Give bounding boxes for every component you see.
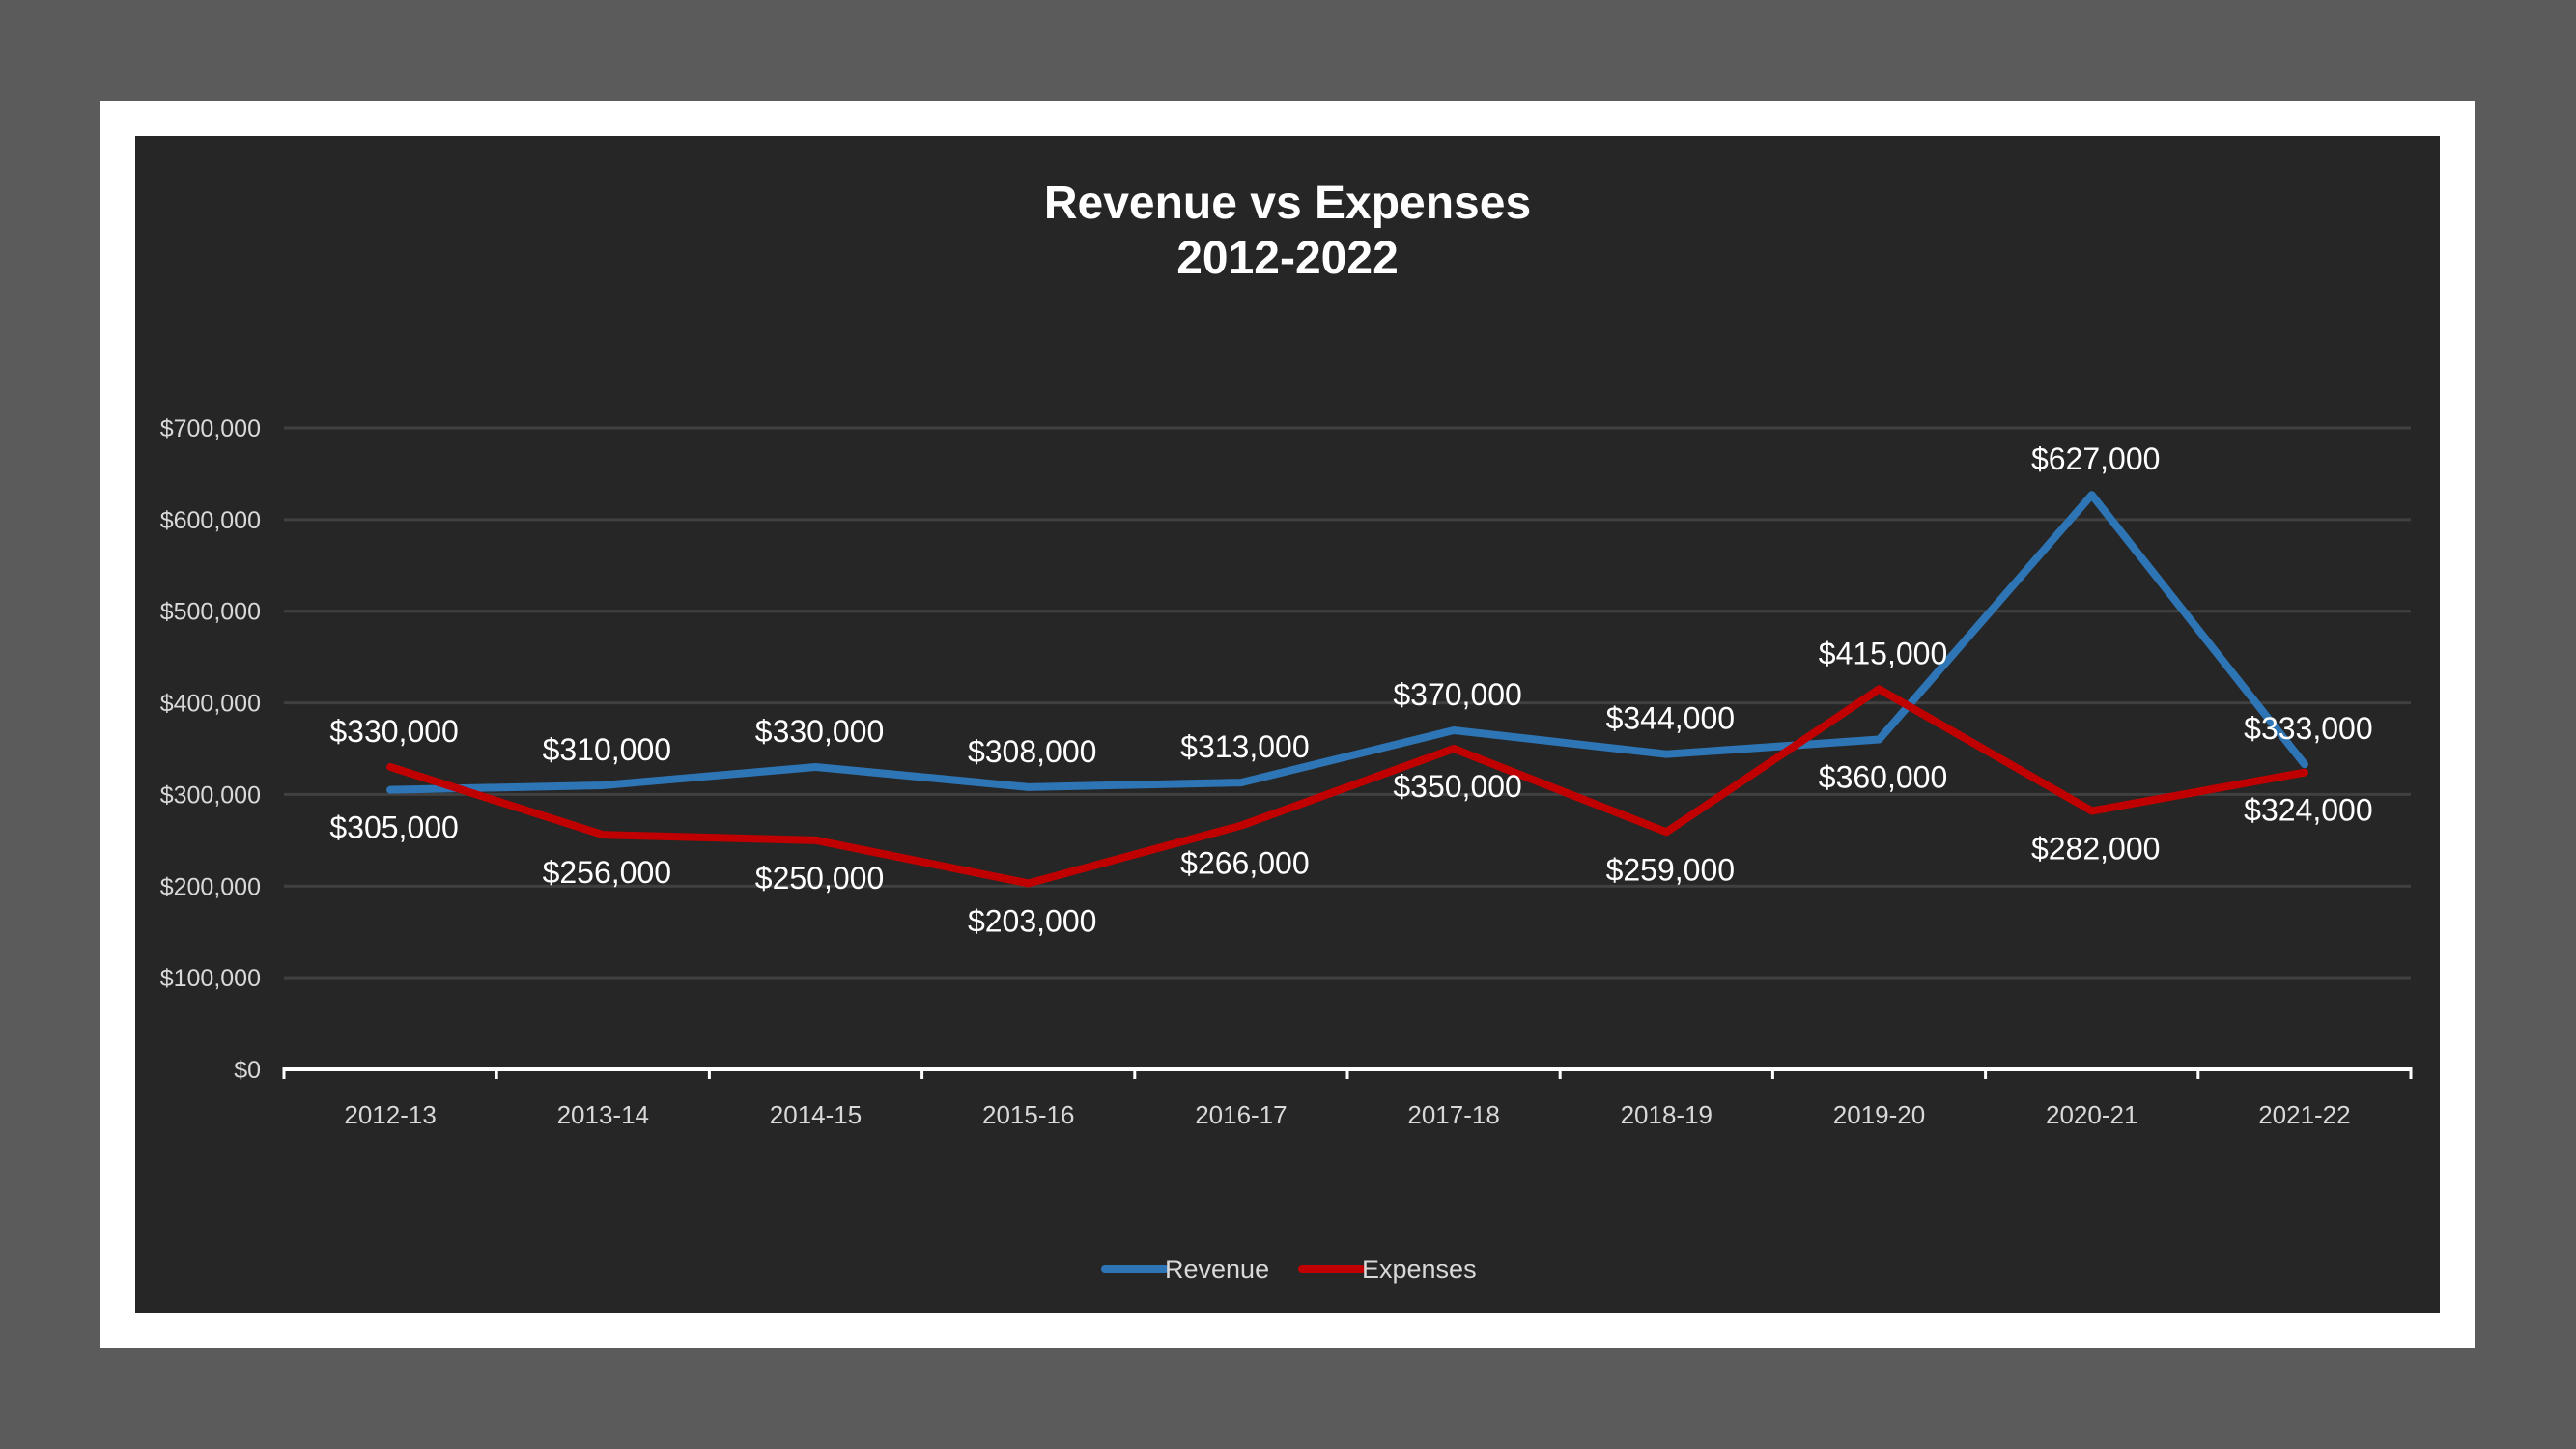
gridlines [284,426,2411,980]
x-tick-label: 2019-20 [1833,1100,1925,1129]
data-label-revenue: $305,000 [329,810,458,845]
data-label-expenses: $324,000 [2244,793,2372,828]
legend-label-revenue: Revenue [1165,1255,1269,1284]
data-label-expenses: $203,000 [968,903,1096,938]
series-line-expenses [386,685,2308,888]
x-tick-label: 2020-21 [2046,1100,2137,1129]
y-tick-label: $0 [234,1057,261,1084]
series-line-revenue [386,491,2308,794]
data-label-revenue: $330,000 [755,714,884,749]
chart-frame: Revenue vs Expenses 2012-2022 $0 $100,000… [100,101,2475,1348]
data-label-revenue: $627,000 [2031,441,2160,476]
data-label-expenses: $266,000 [1180,846,1309,881]
data-label-revenue: $313,000 [1180,729,1309,764]
data-label-expenses: $350,000 [1393,769,1521,804]
data-label-revenue: $308,000 [968,734,1096,769]
data-label-revenue: $360,000 [1819,760,1947,795]
y-tick-label: $300,000 [160,781,261,809]
line-chart: Revenue vs Expenses 2012-2022 $0 $100,000… [160,178,2413,1284]
x-tick-label: 2021-22 [2258,1100,2350,1129]
y-tick-label: $400,000 [160,691,261,718]
x-axis: 2012-13 2013-14 2014-15 2015-16 2016-17 2017-… [282,1067,2413,1129]
x-tick-label: 2014-15 [770,1100,862,1129]
x-tick-label: 2015-16 [982,1100,1074,1129]
y-tick-label: $500,000 [160,599,261,626]
x-tick-label: 2013-14 [557,1100,649,1129]
chart-area: Revenue vs Expenses 2012-2022 $0 $100,000… [135,136,2440,1313]
data-label-expenses: $282,000 [2031,832,2160,867]
y-tick-label: $700,000 [160,415,261,442]
x-tick-label: 2012-13 [344,1100,436,1129]
data-label-revenue: $310,000 [543,732,671,767]
x-tick-label: 2016-17 [1195,1100,1287,1129]
legend: Revenue Expenses [1101,1255,1477,1284]
chart-subtitle: 2012-2022 [1176,233,1399,284]
data-label-expenses: $250,000 [755,861,884,895]
chart-title: Revenue vs Expenses [1044,178,1531,229]
x-tick-label: 2017-18 [1407,1100,1499,1129]
data-label-expenses: $330,000 [329,714,458,749]
data-label-expenses: $415,000 [1819,636,1947,670]
data-labels: $305,000 $310,000 $330,000 $308,000 $313,000… [329,441,2372,938]
x-tick-label: 2018-19 [1621,1100,1713,1129]
y-axis-ticks: $0 $100,000 $200,000 $300,000 $400,000 $500,0… [160,415,261,1084]
data-label-revenue: $370,000 [1393,677,1521,712]
y-tick-label: $100,000 [160,965,261,992]
data-label-expenses: $259,000 [1606,852,1735,887]
data-label-revenue: $333,000 [2244,711,2372,746]
legend-label-expenses: Expenses [1362,1255,1477,1284]
data-label-revenue: $344,000 [1606,701,1735,736]
y-tick-label: $200,000 [160,873,261,900]
y-tick-label: $600,000 [160,507,261,534]
data-label-expenses: $256,000 [543,855,671,890]
series-lines [386,491,2308,888]
